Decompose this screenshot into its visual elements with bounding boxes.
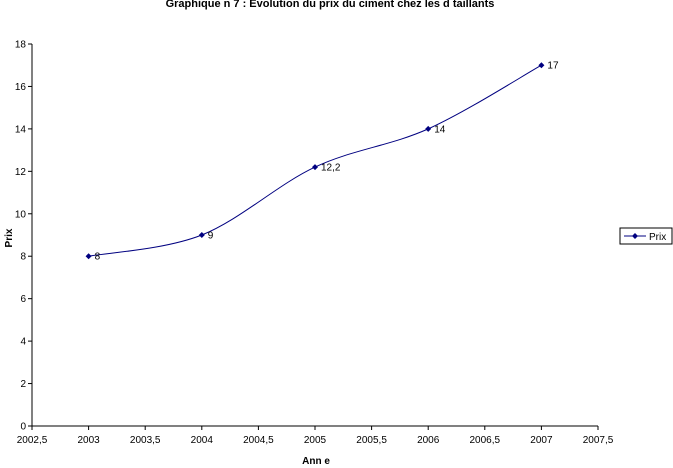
data-label: 8 — [95, 252, 101, 263]
legend-label-prix: Prix — [649, 232, 666, 243]
series-layer: 8 9 12,2 14 17 — [85, 61, 559, 263]
x-tick-label: 2007 — [530, 435, 553, 446]
data-point-marker — [538, 62, 545, 69]
x-tick-label: 2006,5 — [470, 435, 501, 446]
y-tick-label: 4 — [20, 337, 26, 348]
y-tick-label: 2 — [20, 379, 26, 390]
x-tick-label: 2005 — [304, 435, 327, 446]
y-tick-label: 18 — [15, 40, 27, 51]
data-point-marker — [85, 253, 92, 260]
x-tick-label: 2003,5 — [130, 435, 161, 446]
x-tick-label: 2004,5 — [243, 435, 274, 446]
y-tick-label: 0 — [20, 422, 26, 433]
data-label: 9 — [208, 231, 214, 242]
y-tick-label: 16 — [15, 82, 27, 93]
legend-marker-diamond — [632, 233, 638, 239]
y-tick-label: 10 — [15, 209, 27, 220]
x-tick-label: 2004 — [191, 435, 214, 446]
chart-title: Graphique n 7 : Evolution du prix du cim… — [166, 0, 495, 10]
x-axis-title: Ann e — [302, 456, 330, 467]
x-tick-label: 2005,5 — [356, 435, 387, 446]
x-tick-label: 2002,5 — [17, 435, 48, 446]
axes — [31, 44, 598, 427]
y-axis-title: Prix — [4, 228, 15, 247]
data-label: 17 — [547, 61, 559, 72]
data-label: 14 — [434, 124, 446, 135]
data-point-marker — [198, 232, 205, 238]
legend: Prix — [619, 227, 673, 245]
x-tick-label: 2003 — [77, 435, 100, 446]
data-label: 12,2 — [321, 163, 341, 174]
data-point-marker — [425, 125, 432, 132]
y-tick-label: 12 — [15, 167, 27, 178]
y-tick-label: 14 — [15, 124, 27, 135]
y-axis-ticks: 0 2 4 6 8 10 12 14 16 18 — [15, 40, 32, 433]
x-axis-ticks: 2002,5 2003 2003,5 2004 2004,5 2005 2005,5 2006… — [17, 426, 614, 446]
x-tick-label: 2007,5 — [583, 435, 614, 446]
data-point-marker — [312, 164, 318, 171]
series-line-prix — [88, 64, 542, 257]
y-tick-label: 6 — [20, 294, 26, 305]
x-tick-label: 2006 — [417, 435, 440, 446]
y-tick-label: 8 — [20, 252, 26, 263]
